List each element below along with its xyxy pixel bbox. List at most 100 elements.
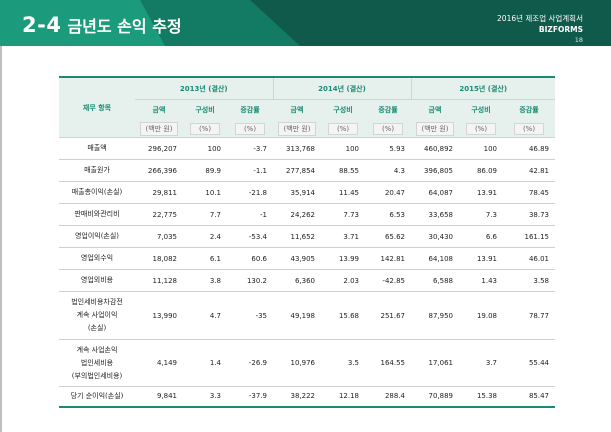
amount-cell: 6,588 [411, 269, 459, 292]
unit-row: (백만 원) (%) (%) (백만 원) (%) (%) (백만 원) (%)… [59, 120, 555, 138]
ratio-cell: 15.68 [321, 291, 365, 340]
row-label: 당기 순이익(손실) [59, 386, 135, 408]
table-row: 판매비와관리비 22,775 7.7 -1 24,262 7.73 6.53 33,658 7.… [59, 203, 555, 226]
ratio-cell: 13.99 [321, 247, 365, 270]
change-cell: 78.45 [503, 181, 555, 204]
page-number: 18 [574, 36, 583, 44]
row-label-line: 판매비와관리비 [74, 210, 120, 218]
amount-cell: 9,841 [135, 386, 183, 408]
row-label-line: 영업외비용 [80, 276, 114, 284]
income-estimate-table: 재무 항목 2013년 (결산) 2014년 (결산) 2015년 (결산) 금… [59, 76, 555, 408]
amount-cell: 35,914 [273, 181, 321, 204]
change-cell: 20.47 [365, 181, 411, 204]
row-label-line: 계속 사업이익 [76, 311, 118, 319]
row-label: 판매비와관리비 [59, 203, 135, 226]
change-cell: 46.01 [503, 247, 555, 270]
ratio-cell: 13.91 [459, 181, 503, 204]
unit-label: (백만 원) [416, 121, 454, 136]
change-cell: 4.3 [365, 159, 411, 182]
unit-label: (백만 원) [278, 121, 316, 136]
amount-cell: 277,854 [273, 159, 321, 182]
table-row: 매출원가 266,396 89.9 -1.1 277,854 88.55 4.3 396,80… [59, 159, 555, 182]
banner-shape [0, 0, 611, 46]
change-cell: 6.53 [365, 203, 411, 226]
ratio-cell: 88.55 [321, 159, 365, 182]
amount-cell: 10,976 [273, 339, 321, 387]
change-cell: 5.93 [365, 137, 411, 160]
amount-cell: 6,360 [273, 269, 321, 292]
row-label: 법인세비용차감전 계속 사업이익 (손실) [59, 291, 135, 340]
unit-cell: (%) [321, 120, 365, 138]
subheader-row: 금액 구성비 증감률 금액 구성비 증감률 금액 구성비 증감률 [59, 99, 555, 120]
change-cell: 251.67 [365, 291, 411, 340]
table-row: 매출액 296,207 100 -3.7 313,768 100 5.93 460,892 10… [59, 137, 555, 160]
ratio-cell: 11.45 [321, 181, 365, 204]
ratio-cell: 2.4 [183, 225, 227, 248]
brand-label: BIZFORMS [538, 25, 583, 34]
unit-label: (%) [235, 122, 265, 135]
row-label-line: 영업이익(손실) [74, 232, 120, 240]
table-row: 당기 순이익(손실) 9,841 3.3 -37.9 38,222 12.18 288.4 7… [59, 386, 555, 408]
table-row: 영업이익(손실) 7,035 2.4 -53.4 11,652 3.71 65.62 30,4… [59, 225, 555, 248]
table-row: 매출총이익(손실) 29,811 10.1 -21.8 35,914 11.45 20.47… [59, 181, 555, 204]
table-body: 매출액 296,207 100 -3.7 313,768 100 5.93 460,892 10… [59, 137, 555, 408]
change-cell: 130.2 [227, 269, 273, 292]
unit-label: (%) [373, 122, 403, 135]
ratio-cell: 13.91 [459, 247, 503, 270]
amount-cell: 4,149 [135, 339, 183, 387]
amount-header: 금액 [135, 99, 183, 120]
unit-label: (%) [466, 122, 496, 135]
amount-cell: 43,905 [273, 247, 321, 270]
amount-cell: 17,061 [411, 339, 459, 387]
year-header: 2015년 (결산) [410, 78, 555, 100]
amount-cell: 18,082 [135, 247, 183, 270]
row-label: 영업외비용 [59, 269, 135, 292]
change-header: 증감률 [227, 99, 273, 120]
ratio-cell: 12.18 [321, 386, 365, 408]
ratio-cell: 1.4 [183, 339, 227, 387]
ratio-cell: 6.1 [183, 247, 227, 270]
change-cell: 60.6 [227, 247, 273, 270]
change-cell: 164.55 [365, 339, 411, 387]
ratio-cell: 7.7 [183, 203, 227, 226]
amount-cell: 64,087 [411, 181, 459, 204]
ratio-cell: 19.08 [459, 291, 503, 340]
row-label-line: 매출총이익(손실) [71, 188, 123, 196]
amount-cell: 296,207 [135, 137, 183, 160]
amount-cell: 11,128 [135, 269, 183, 292]
ratio-cell: 100 [459, 137, 503, 160]
unit-cell: (%) [365, 120, 411, 138]
change-cell: 3.58 [503, 269, 555, 292]
change-cell: -1.1 [227, 159, 273, 182]
change-cell: -53.4 [227, 225, 273, 248]
row-label-line: 영업외수익 [80, 254, 114, 262]
ratio-cell: 10.1 [183, 181, 227, 204]
row-label: 영업이익(손실) [59, 225, 135, 248]
change-cell: 85.47 [503, 386, 555, 408]
unit-label: (%) [328, 122, 358, 135]
change-cell: 42.81 [503, 159, 555, 182]
amount-cell: 38,222 [273, 386, 321, 408]
section-heading: 금년도 손익 추정 [67, 17, 182, 36]
ratio-cell: 3.7 [459, 339, 503, 387]
table-row: 계속 사업손익 법인세비용 (부의법인세비용) 4,149 1.4 -26.9 10,976… [59, 339, 555, 387]
amount-header: 금액 [411, 99, 459, 120]
ratio-cell: 15.38 [459, 386, 503, 408]
document-info: 2016년 제조업 사업계획서 BIZFORMS 18 [497, 13, 583, 46]
amount-cell: 33,658 [411, 203, 459, 226]
amount-cell: 24,262 [273, 203, 321, 226]
change-cell: 161.15 [503, 225, 555, 248]
table-row: 영업외수익 18,082 6.1 60.6 43,905 13.99 142.81 64,10… [59, 247, 555, 270]
row-label: 매출액 [59, 137, 135, 160]
change-cell: 78.77 [503, 291, 555, 340]
amount-cell: 30,430 [411, 225, 459, 248]
ratio-cell: 3.71 [321, 225, 365, 248]
row-label-line: 매출원가 [84, 166, 110, 174]
row-label: 영업외수익 [59, 247, 135, 270]
table-row: 법인세비용차감전 계속 사업이익 (손실) 13,990 4.7 -35 49,198 15.… [59, 291, 555, 340]
amount-cell: 29,811 [135, 181, 183, 204]
row-label: 매출총이익(손실) [59, 181, 135, 204]
ratio-cell: 3.5 [321, 339, 365, 387]
row-label-line: 계속 사업손익 [76, 345, 118, 354]
row-label-line: 법인세비용차감전 [71, 298, 123, 306]
